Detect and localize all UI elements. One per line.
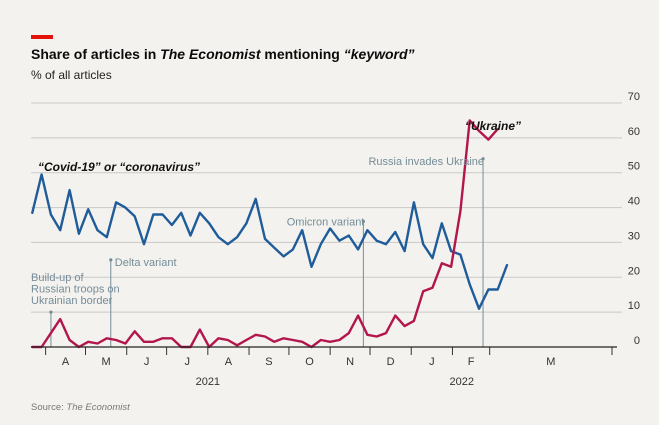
x-tick-label: M	[102, 356, 111, 368]
x-tick-label: N	[346, 356, 354, 368]
series-line	[31, 119, 499, 349]
y-tick-label: 70	[628, 91, 640, 103]
x-tick-label: D	[387, 356, 395, 368]
chart-subtitle: % of all articles	[31, 68, 112, 82]
accent-bar	[31, 35, 53, 39]
x-tick-label: O	[305, 356, 314, 368]
y-tick-label: 40	[628, 196, 640, 208]
series-line	[31, 173, 509, 310]
chart-title: Share of articles in The Economist menti…	[31, 46, 415, 62]
x-tick-label: J	[184, 356, 190, 368]
y-tick-label: 60	[628, 126, 640, 138]
annotation-buildup: Build-up of Russian troops on Ukrainian bo…	[31, 272, 120, 307]
annotation-omicron: Omicron variant	[287, 217, 365, 229]
annotation-invasion: Russia invades Ukraine	[368, 156, 484, 168]
y-tick-label: 30	[628, 230, 640, 242]
source-note: Source: The Economist	[31, 402, 130, 413]
x-tick-label: F	[468, 356, 475, 368]
year-label: 2021	[196, 376, 220, 388]
y-tick-label: 50	[628, 161, 640, 173]
y-tick-label: 0	[634, 335, 640, 347]
annotation-dot	[49, 310, 53, 314]
x-tick-label: J	[144, 356, 150, 368]
x-tick-label: A	[225, 356, 233, 368]
y-tick-label: 10	[628, 300, 640, 312]
x-tick-label: J	[429, 356, 435, 368]
annotation-dot	[109, 258, 113, 262]
series-label-ukraine: “Ukraine”	[465, 119, 521, 133]
year-label: 2022	[450, 376, 474, 388]
annotation-dot	[361, 219, 365, 224]
x-tick-label: M	[546, 356, 555, 368]
series-label-covid: “Covid-19” or “coronavirus”	[38, 160, 200, 174]
x-tick-label: A	[62, 356, 70, 368]
annotation-delta: Delta variant	[115, 257, 177, 269]
x-tick-label: S	[265, 356, 272, 368]
annotation-dot	[481, 157, 485, 161]
y-tick-label: 20	[628, 265, 640, 277]
